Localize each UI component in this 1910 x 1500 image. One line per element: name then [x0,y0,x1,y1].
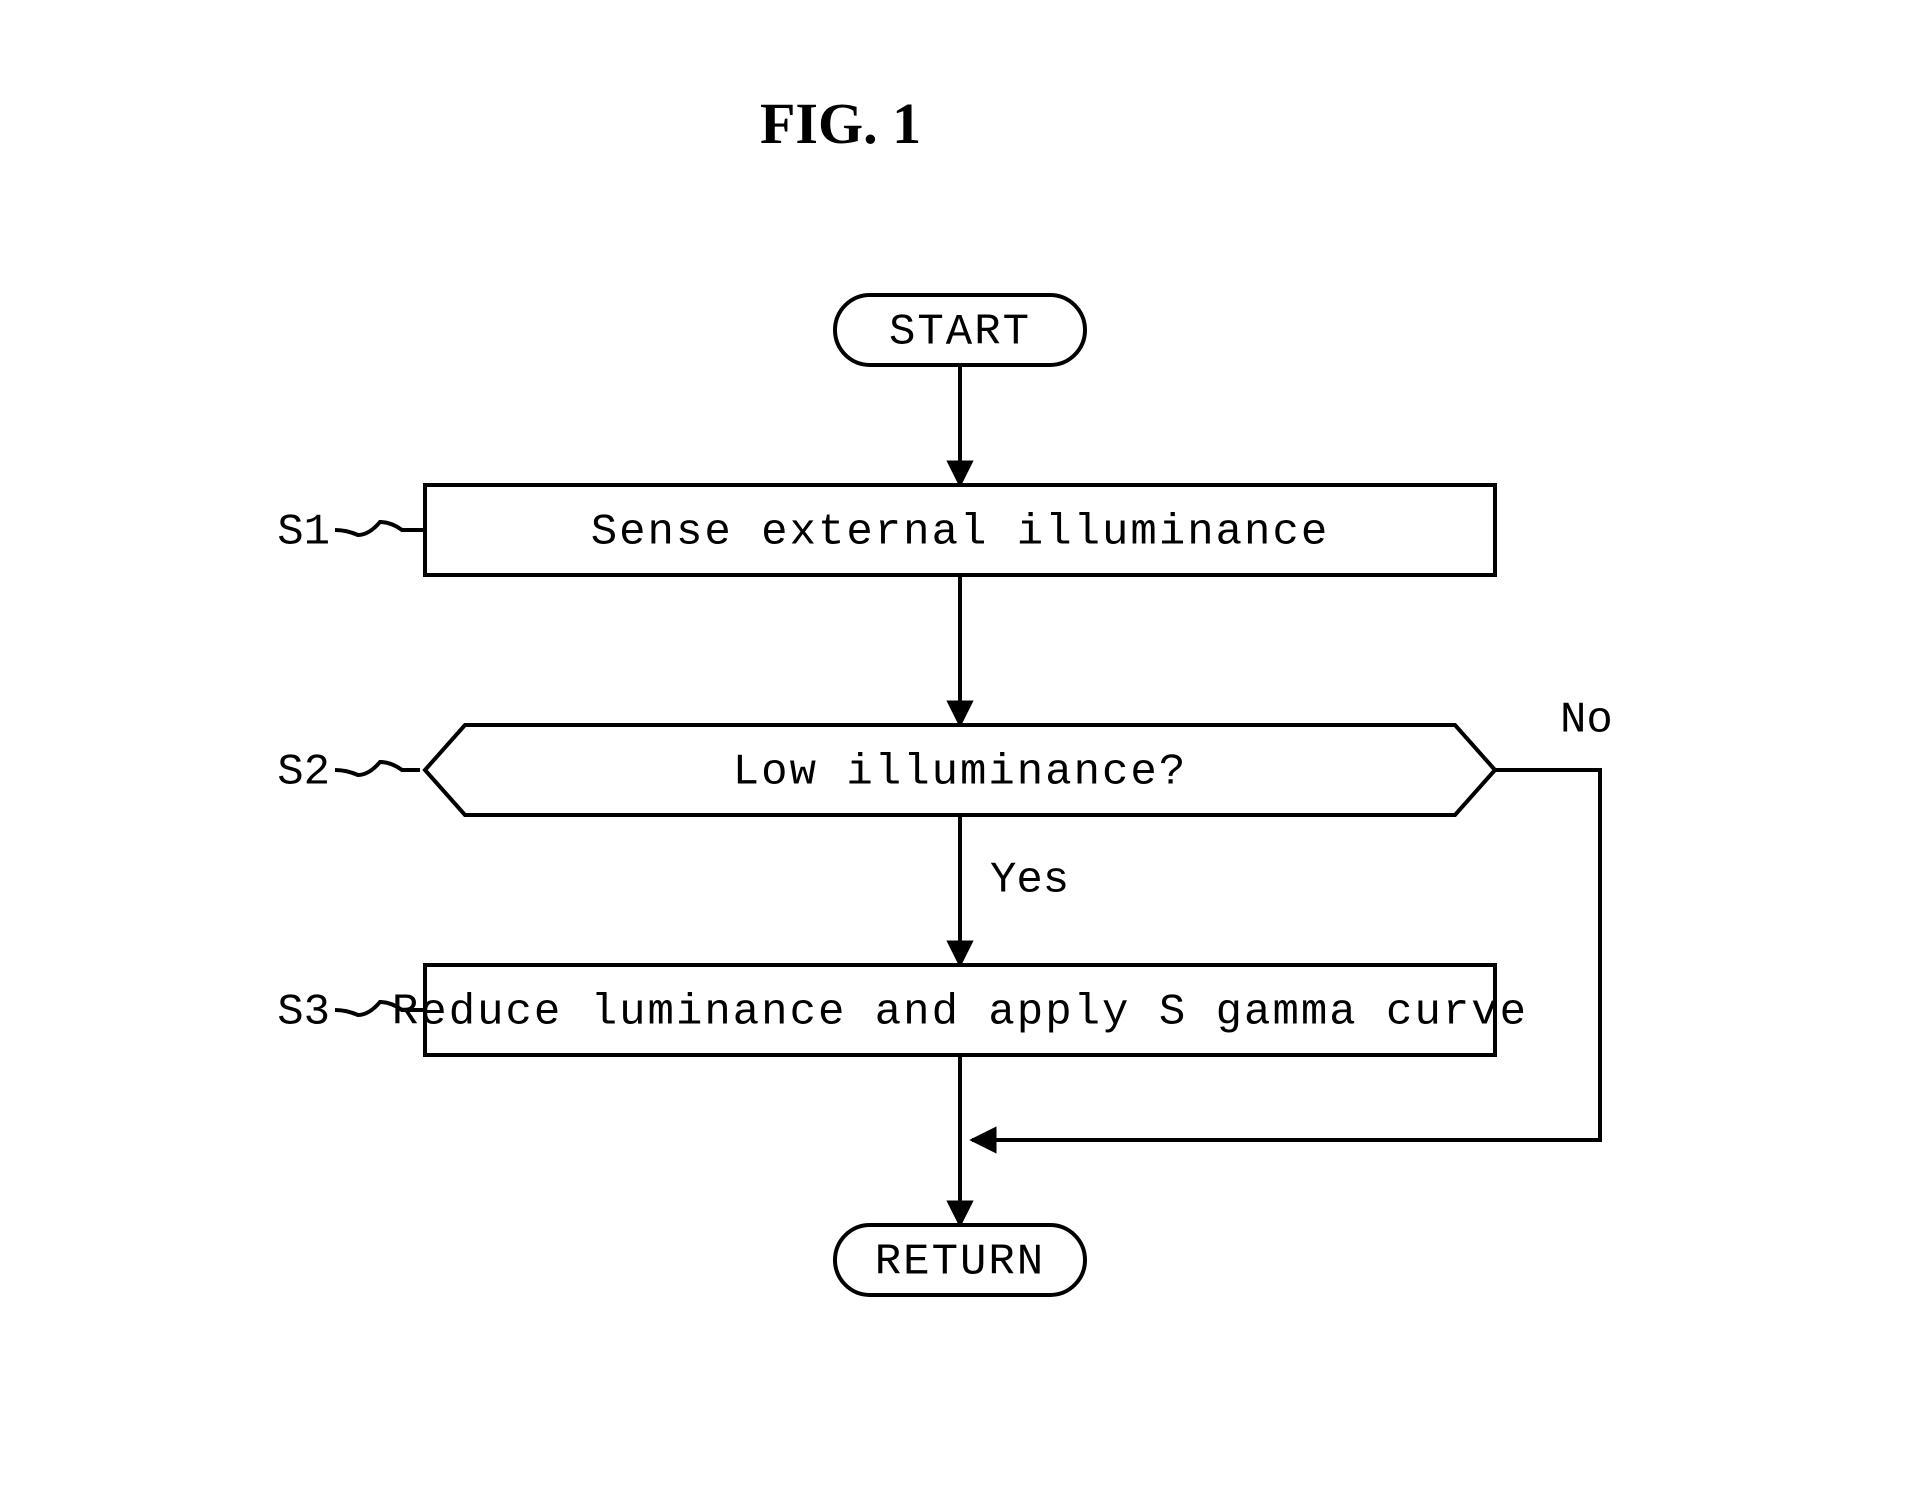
step-label-s1: S1 [277,508,330,558]
step-label-s3: S3 [277,988,330,1038]
figure-canvas: FIG. 1 YesNoSTARTSense external illumina… [0,0,1910,1500]
flow-edge [972,770,1600,1140]
step-leader [335,522,425,535]
flow-node-label-s1: Sense external illuminance [591,508,1330,558]
flow-node-label-s3: Reduce luminance and apply S gamma curve [392,988,1528,1038]
step-leader [335,762,420,775]
flow-node-label-return: RETURN [875,1238,1045,1288]
flow-node-label-s2: Low illuminance? [733,748,1187,798]
edge-label: Yes [990,856,1069,906]
flow-node-label-start: START [889,308,1031,358]
flowchart-svg: Yes No START Sense external illuminance Low … [0,0,1910,1500]
edge-label: No [1560,696,1613,746]
step-label-s2: S2 [277,748,330,798]
